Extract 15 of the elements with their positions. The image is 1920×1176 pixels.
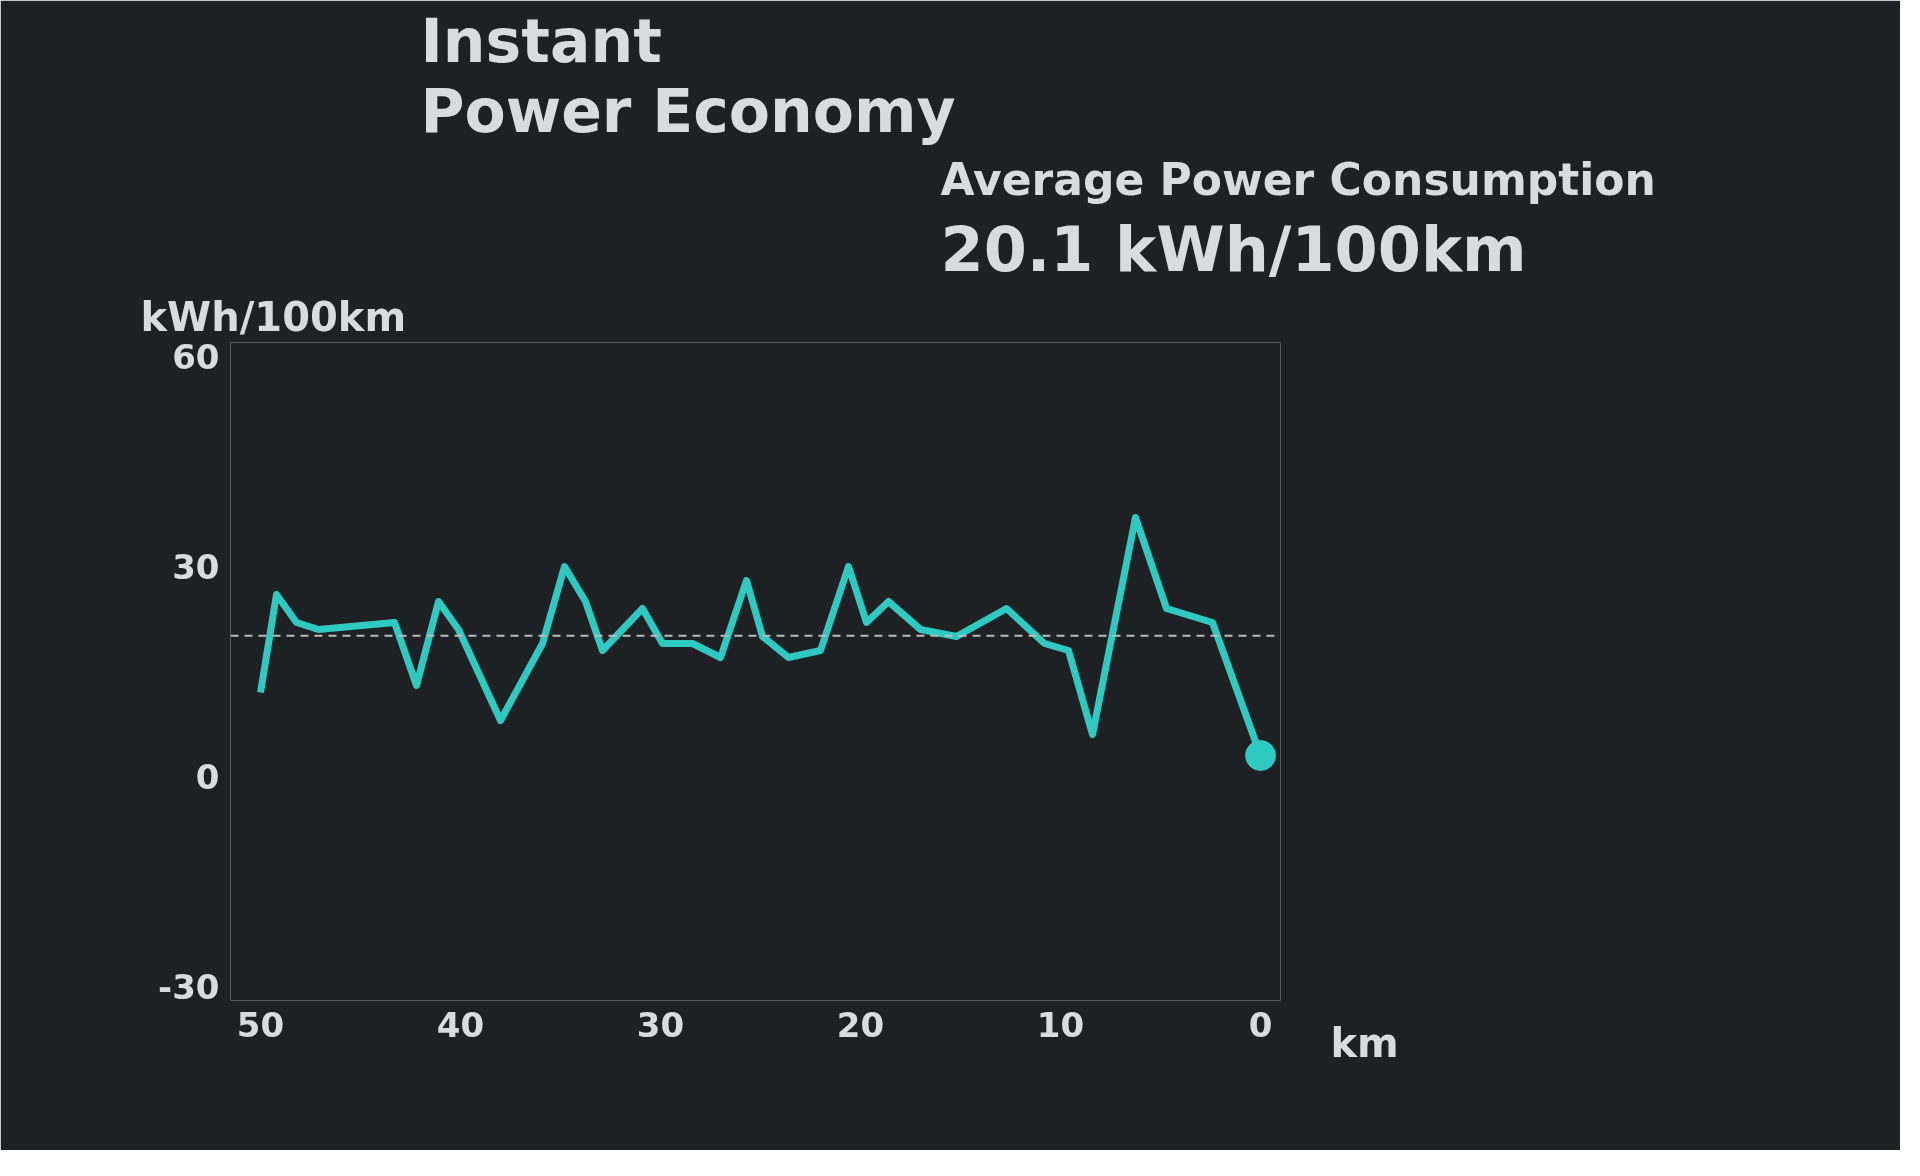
text: Average Power Consumption [940, 153, 1656, 205]
y-axis-title: kWh/100km [140, 293, 407, 340]
x-tick-label: 0 [1248, 1004, 1273, 1045]
y-tick-label: -30 [158, 967, 220, 1007]
x-tick-label: 40 [436, 1004, 485, 1045]
x-tick-label: 20 [836, 1004, 885, 1045]
x-tick-label: 30 [636, 1004, 685, 1045]
y-tick-label: 30 [172, 547, 220, 587]
chart-title: Instant Power Economy [420, 5, 956, 146]
y-tick-label: 0 [195, 757, 220, 797]
text: 20.1 kWh/100km [940, 212, 1527, 286]
x-axis-title: km [1330, 1019, 1399, 1066]
x-tick-label: 50 [236, 1004, 285, 1045]
y-tick-label: 60 [172, 337, 220, 377]
x-tick-label: 10 [1036, 1004, 1085, 1045]
